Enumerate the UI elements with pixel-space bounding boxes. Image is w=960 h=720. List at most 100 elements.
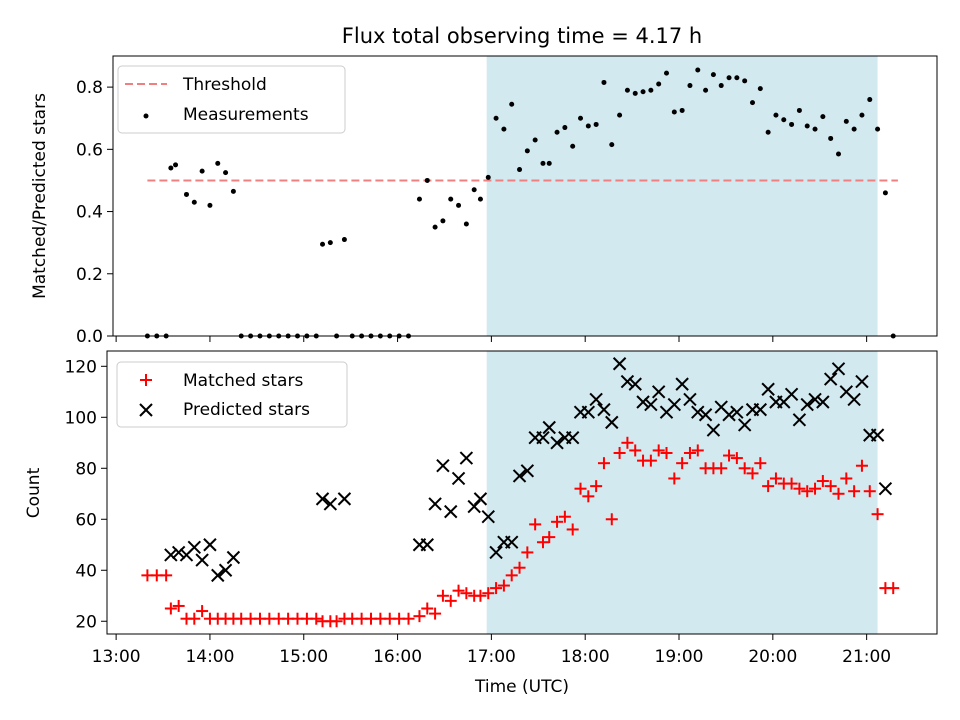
matched-star-point [429, 607, 442, 620]
measurement-point [640, 89, 646, 95]
predicted-star-point [667, 397, 682, 412]
measurement-point [703, 87, 709, 93]
measurement-point [726, 75, 732, 81]
predicted-star-point [675, 377, 689, 391]
predicted-star-point [323, 497, 338, 511]
matched-star-point [513, 561, 526, 574]
measurement-point [601, 79, 607, 85]
measurement-point [875, 126, 881, 132]
measurement-point [828, 135, 834, 141]
measurement-point [215, 160, 221, 166]
predicted-star-point [536, 430, 550, 445]
x-tick-label: 14:00 [185, 647, 234, 667]
measurement-point [734, 75, 740, 81]
predicted-star-point [211, 568, 225, 583]
measurement-point [749, 100, 755, 106]
predicted-star-point [636, 395, 650, 409]
predicted-star-point [847, 392, 861, 407]
predicted-star-point [612, 357, 627, 371]
matched-star-point [730, 452, 743, 465]
predicted-star-point [792, 413, 807, 427]
observing-window-shade [486, 351, 878, 634]
measurement-point [664, 70, 670, 76]
top-plot-frame [112, 55, 938, 337]
matched-star-point [746, 467, 759, 480]
bottom-x-ticks: 13:00 14:00 15:00 16:00 17:00 18:00 19:00 20:00… [92, 634, 891, 667]
bottom-y-axis-label: Count [24, 467, 44, 518]
matched-star-point [754, 457, 767, 470]
legend-measurements-swatch [143, 113, 149, 119]
predicted-star-point [550, 436, 564, 450]
predicted-stars-points [164, 357, 893, 583]
matched-star-point [160, 569, 173, 582]
matched-star-point [436, 589, 449, 602]
measurement-point [230, 188, 236, 194]
measurement-point [820, 114, 826, 120]
predicted-star-point [698, 408, 713, 422]
measurement-point [679, 107, 685, 113]
measurement-point [223, 170, 229, 176]
predicted-star-point [597, 402, 611, 417]
measurement-point [578, 115, 584, 121]
matched-star-point [793, 482, 806, 495]
measurement-point [456, 202, 462, 208]
measurement-point [585, 123, 591, 129]
matched-star-point [676, 457, 689, 470]
matched-star-point [848, 485, 861, 498]
measurement-point [843, 118, 849, 124]
matched-star-point [801, 485, 814, 498]
matched-star-point [402, 612, 415, 625]
predicted-star-point [831, 362, 846, 376]
predicted-star-point [444, 504, 458, 519]
matched-star-point [590, 480, 603, 493]
matched-star-point [188, 612, 201, 625]
predicted-star-point [878, 481, 893, 496]
predicted-star-point [581, 405, 596, 419]
matched-star-point [816, 475, 829, 488]
measurement-point [867, 97, 873, 103]
predicted-star-point [512, 469, 527, 483]
matched-star-point [613, 446, 626, 459]
matched-star-point [863, 485, 876, 498]
measurement-point [477, 196, 483, 202]
predicted-star-point [722, 408, 736, 422]
matched-star-point [887, 582, 900, 595]
matched-star-point [172, 599, 185, 612]
matched-star-point [715, 462, 728, 475]
matched-star-point [840, 472, 853, 485]
measurement-point [562, 125, 568, 131]
matched-star-point [809, 482, 822, 495]
predicted-star-point [459, 451, 474, 465]
matched-star-point [723, 449, 736, 462]
matched-star-point [497, 579, 510, 592]
y-tick-label: 20 [75, 612, 97, 632]
legend-measurements-label: Measurements [183, 105, 309, 125]
measurement-point [509, 101, 515, 107]
matched-star-point [444, 594, 457, 607]
matched-star-point [543, 531, 556, 544]
matched-star-point [574, 482, 587, 495]
matched-star-point [605, 513, 618, 526]
predicted-star-point [753, 402, 768, 417]
predicted-star-point [737, 418, 752, 432]
y-tick-label: 0.4 [76, 203, 103, 223]
predicted-star-point [520, 464, 535, 478]
predicted-star-point [706, 423, 721, 437]
matched-star-point [824, 480, 837, 493]
measurement-point [648, 87, 654, 93]
measurement-point [320, 241, 326, 247]
measurement-point [812, 126, 818, 132]
chart-title: Flux total observing time = 4.17 h [342, 24, 702, 48]
predicted-star-point [808, 392, 822, 407]
predicted-star-point [605, 415, 619, 430]
measurement-point [687, 83, 693, 89]
predicted-star-point [451, 471, 466, 486]
predicted-star-point [195, 553, 209, 567]
matched-star-point [855, 459, 868, 472]
matched-star-point [582, 490, 595, 503]
measurement-point [471, 187, 477, 193]
measurement-point [593, 121, 599, 127]
predicted-star-point [428, 497, 442, 511]
matched-star-point [871, 508, 884, 521]
